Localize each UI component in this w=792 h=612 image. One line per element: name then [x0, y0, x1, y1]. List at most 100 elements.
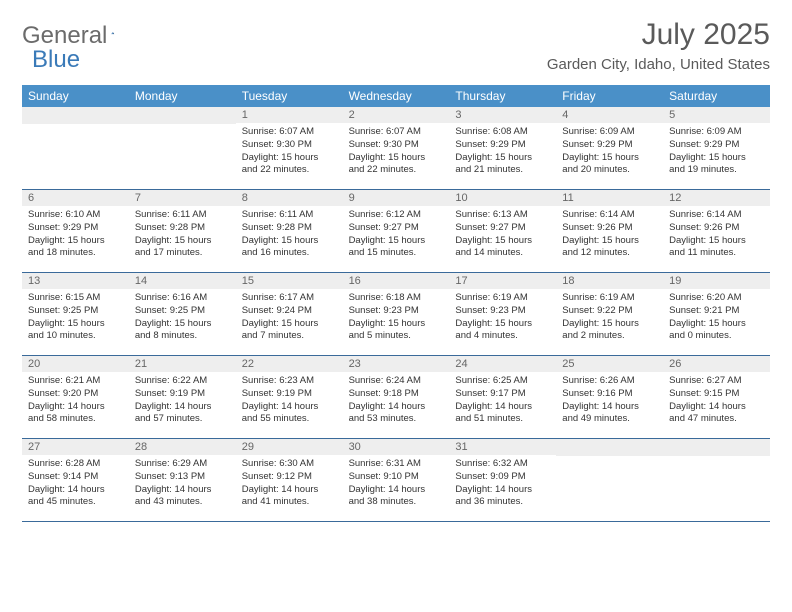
daylight-line: Daylight: 15 hours and 17 minutes.	[135, 235, 230, 261]
day-body: Sunrise: 6:32 AMSunset: 9:09 PMDaylight:…	[449, 455, 556, 513]
day-body: Sunrise: 6:18 AMSunset: 9:23 PMDaylight:…	[343, 289, 450, 347]
day-cell: 30 Sunrise: 6:31 AMSunset: 9:10 PMDayligh…	[343, 439, 450, 521]
daylight-line: Daylight: 15 hours and 20 minutes.	[562, 152, 657, 178]
sunset-line: Sunset: 9:25 PM	[135, 305, 230, 318]
daylight-line: Daylight: 15 hours and 5 minutes.	[349, 318, 444, 344]
day-cell: 3Sunrise: 6:08 AMSunset: 9:29 PMDaylight…	[449, 107, 556, 189]
day-number: 9	[343, 190, 450, 206]
week-row: 13Sunrise: 6:15 AMSunset: 9:25 PMDayligh…	[22, 273, 770, 356]
weekday-wednesday: Wednesday	[343, 85, 450, 107]
daylight-line: Daylight: 15 hours and 15 minutes.	[349, 235, 444, 261]
day-body: Sunrise: 6:17 AMSunset: 9:24 PMDaylight:…	[236, 289, 343, 347]
calendar: SundayMondayTuesdayWednesdayThursdayFrid…	[22, 85, 770, 522]
day-body: Sunrise: 6:24 AMSunset: 9:18 PMDaylight:…	[343, 372, 450, 430]
sunrise-line: Sunrise: 6:10 AM	[28, 209, 123, 222]
sunset-line: Sunset: 9:29 PM	[455, 139, 550, 152]
sunset-line: Sunset: 9:26 PM	[669, 222, 764, 235]
day-body: Sunrise: 6:11 AMSunset: 9:28 PMDaylight:…	[236, 206, 343, 264]
day-number: 23	[343, 356, 450, 372]
daylight-line: Daylight: 15 hours and 16 minutes.	[242, 235, 337, 261]
weekday-header-row: SundayMondayTuesdayWednesdayThursdayFrid…	[22, 85, 770, 107]
sunrise-line: Sunrise: 6:12 AM	[349, 209, 444, 222]
week-row: 6 Sunrise: 6:10 AMSunset: 9:29 PM Daylight…	[22, 190, 770, 273]
daylight-line: Daylight: 14 hours and 38 minutes.	[349, 484, 444, 510]
sunset-line: Sunset: 9:29 PM	[562, 139, 657, 152]
day-number: 6	[22, 190, 129, 206]
week-row: 27Sunrise: 6:28 AMSunset: 9:14 PMDayligh…	[22, 439, 770, 522]
daylight-line: Daylight: 14 hours and 53 minutes.	[349, 401, 444, 427]
daylight-line: Daylight: 15 hours and 0 minutes.	[669, 318, 764, 344]
sunset-line: Sunset: 9:22 PM	[562, 305, 657, 318]
daylight-line: Daylight: 15 hours and 11 minutes.	[669, 235, 764, 261]
day-cell: 14Sunrise: 6:16 AMSunset: 9:25 PMDayligh…	[129, 273, 236, 355]
day-number: 20	[22, 356, 129, 372]
day-cell: 8Sunrise: 6:11 AMSunset: 9:28 PMDaylight…	[236, 190, 343, 272]
daylight-line: Daylight: 15 hours and 14 minutes.	[455, 235, 550, 261]
day-cell: 15Sunrise: 6:17 AMSunset: 9:24 PMDayligh…	[236, 273, 343, 355]
day-number: 3	[449, 107, 556, 123]
day-body: Sunrise: 6:23 AMSunset: 9:19 PMDaylight:…	[236, 372, 343, 430]
week-row: 20 Sunrise: 6:21 AMSunset: 9:20 PM Dayligh…	[22, 356, 770, 439]
sunset-line: Sunset: 9:29 PM	[28, 222, 123, 235]
daylight-line: Daylight: 14 hours and 51 minutes.	[455, 401, 550, 427]
sunset-line: Sunset: 9:20 PM	[28, 388, 123, 401]
day-cell: 4Sunrise: 6:09 AMSunset: 9:29 PMDaylight…	[556, 107, 663, 189]
day-number: 8	[236, 190, 343, 206]
day-body: Sunrise: 6:19 AMSunset: 9:22 PMDaylight:…	[556, 289, 663, 347]
day-body: Sunrise: 6:28 AMSunset: 9:14 PMDaylight:…	[22, 455, 129, 513]
month-title: July 2025	[547, 18, 770, 52]
weekday-friday: Friday	[556, 85, 663, 107]
day-cell: 26Sunrise: 6:27 AMSunset: 9:15 PMDayligh…	[663, 356, 770, 438]
weeks-container: 1Sunrise: 6:07 AMSunset: 9:30 PMDaylight…	[22, 107, 770, 522]
day-cell: 13Sunrise: 6:15 AMSunset: 9:25 PMDayligh…	[22, 273, 129, 355]
sunrise-line: Sunrise: 6:31 AM	[349, 458, 444, 471]
sunset-line: Sunset: 9:27 PM	[455, 222, 550, 235]
sunrise-line: Sunrise: 6:07 AM	[349, 126, 444, 139]
day-cell: 5Sunrise: 6:09 AMSunset: 9:29 PMDaylight…	[663, 107, 770, 189]
weekday-monday: Monday	[129, 85, 236, 107]
day-number: 15	[236, 273, 343, 289]
weekday-tuesday: Tuesday	[236, 85, 343, 107]
sunrise-line: Sunrise: 6:22 AM	[135, 375, 230, 388]
sunrise-line: Sunrise: 6:17 AM	[242, 292, 337, 305]
sunrise-line: Sunrise: 6:28 AM	[28, 458, 123, 471]
day-body: Sunrise: 6:12 AMSunset: 9:27 PMDaylight:…	[343, 206, 450, 264]
day-body: Sunrise: 6:29 AMSunset: 9:13 PMDaylight:…	[129, 455, 236, 513]
daylight-line: Daylight: 14 hours and 36 minutes.	[455, 484, 550, 510]
sunrise-line: Sunrise: 6:23 AM	[242, 375, 337, 388]
day-number: 11	[556, 190, 663, 206]
day-cell: 7Sunrise: 6:11 AMSunset: 9:28 PMDaylight…	[129, 190, 236, 272]
day-body: Sunrise: 6:26 AMSunset: 9:16 PMDaylight:…	[556, 372, 663, 430]
daylight-line: Daylight: 15 hours and 22 minutes.	[242, 152, 337, 178]
weekday-saturday: Saturday	[663, 85, 770, 107]
sunrise-line: Sunrise: 6:21 AM	[28, 375, 123, 388]
sunrise-line: Sunrise: 6:27 AM	[669, 375, 764, 388]
daylight-line: Daylight: 14 hours and 43 minutes.	[135, 484, 230, 510]
sunrise-line: Sunrise: 6:24 AM	[349, 375, 444, 388]
day-cell: 31Sunrise: 6:32 AMSunset: 9:09 PMDayligh…	[449, 439, 556, 521]
sunset-line: Sunset: 9:21 PM	[669, 305, 764, 318]
daylight-line: Daylight: 14 hours and 55 minutes.	[242, 401, 337, 427]
sunrise-line: Sunrise: 6:19 AM	[562, 292, 657, 305]
sunrise-line: Sunrise: 6:08 AM	[455, 126, 550, 139]
sunrise-line: Sunrise: 6:07 AM	[242, 126, 337, 139]
day-cell: 27Sunrise: 6:28 AMSunset: 9:14 PMDayligh…	[22, 439, 129, 521]
weekday-thursday: Thursday	[449, 85, 556, 107]
sunrise-line: Sunrise: 6:26 AM	[562, 375, 657, 388]
sunrise-line: Sunrise: 6:30 AM	[242, 458, 337, 471]
day-number: 4	[556, 107, 663, 123]
sunrise-line: Sunrise: 6:20 AM	[669, 292, 764, 305]
sunset-line: Sunset: 9:14 PM	[28, 471, 123, 484]
sunset-line: Sunset: 9:10 PM	[349, 471, 444, 484]
day-cell: 25Sunrise: 6:26 AMSunset: 9:16 PMDayligh…	[556, 356, 663, 438]
day-body: Sunrise: 6:27 AMSunset: 9:15 PMDaylight:…	[663, 372, 770, 430]
sunset-line: Sunset: 9:09 PM	[455, 471, 550, 484]
day-cell	[129, 107, 236, 189]
day-cell: 10Sunrise: 6:13 AMSunset: 9:27 PMDayligh…	[449, 190, 556, 272]
sunset-line: Sunset: 9:26 PM	[562, 222, 657, 235]
day-cell: 11Sunrise: 6:14 AMSunset: 9:26 PMDayligh…	[556, 190, 663, 272]
logo-sail-icon	[111, 24, 115, 42]
day-number: 30	[343, 439, 450, 455]
location: Garden City, Idaho, United States	[547, 56, 770, 73]
daylight-line: Daylight: 15 hours and 12 minutes.	[562, 235, 657, 261]
